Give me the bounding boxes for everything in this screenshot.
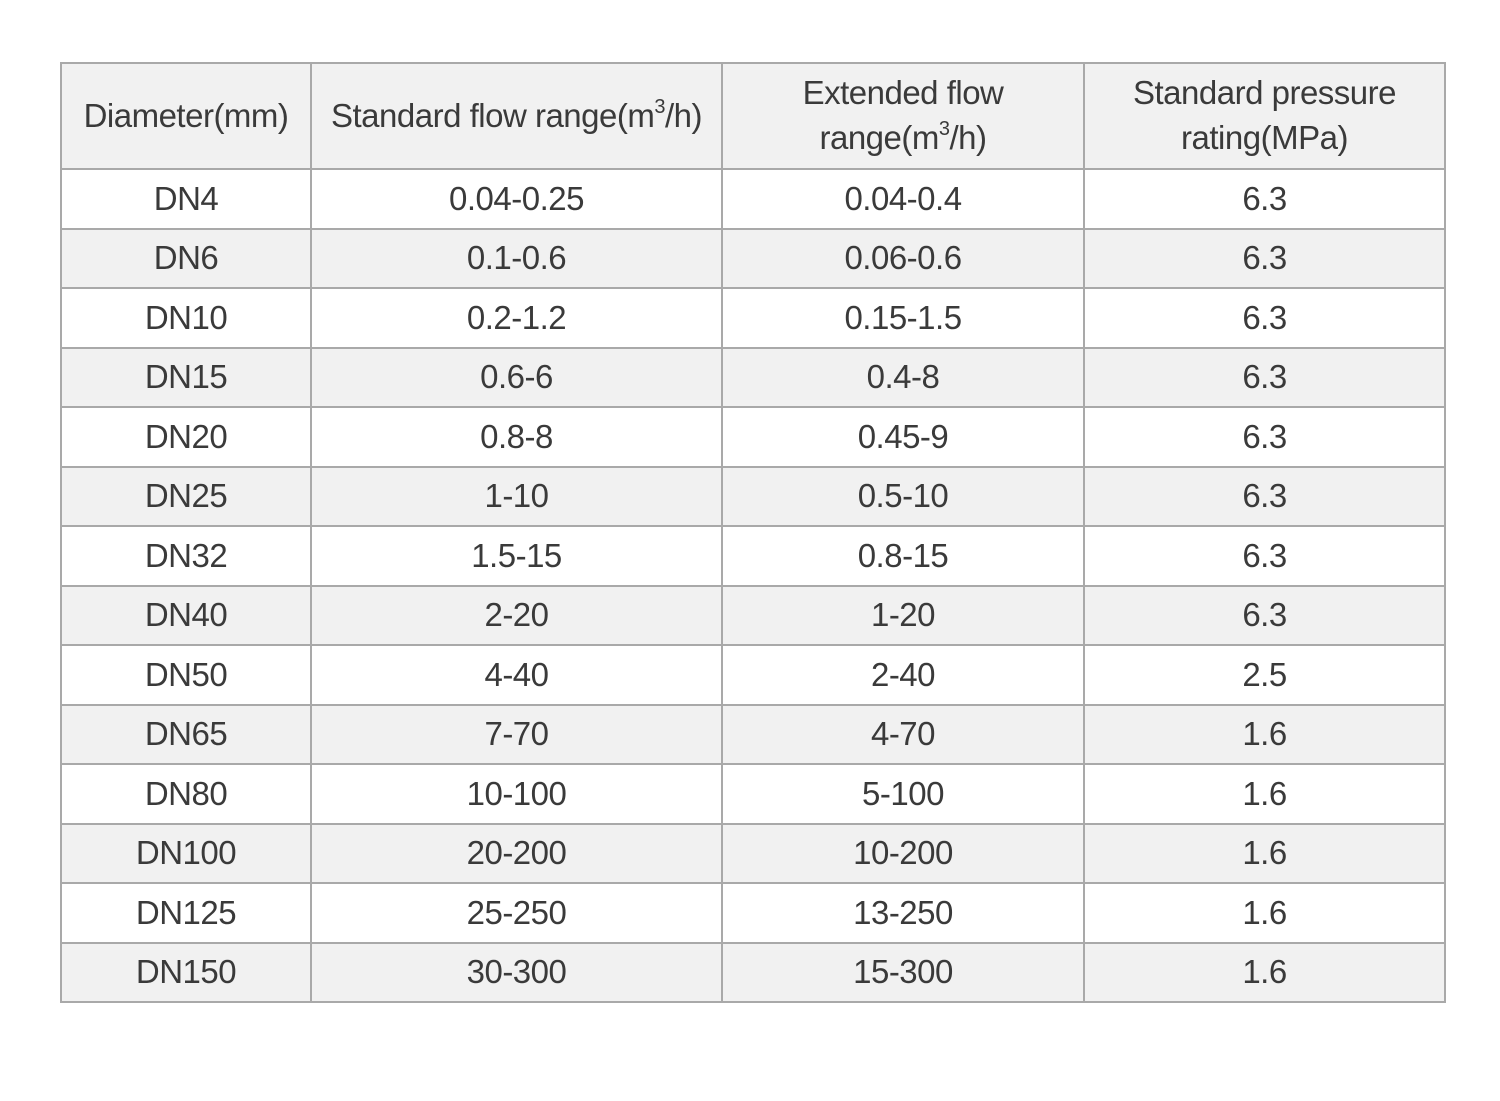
table-row: DN4 0.04-0.25 0.04-0.4 6.3 [60, 168, 1446, 230]
cell-pressure: 6.3 [1083, 584, 1446, 646]
cell-pressure: 1.6 [1083, 822, 1446, 884]
cell-pressure: 1.6 [1083, 763, 1446, 825]
cell-diameter: DN10 [60, 287, 312, 349]
cell-extended-flow: 5-100 [721, 763, 1085, 825]
cell-pressure: 6.3 [1083, 465, 1446, 527]
header-extended-flow-superscript: 3 [938, 118, 950, 140]
header-pressure-line1: Standard pressure [1133, 74, 1397, 112]
cell-standard-flow: 0.04-0.25 [310, 168, 723, 230]
cell-pressure: 2.5 [1083, 644, 1446, 706]
cell-extended-flow: 2-40 [721, 644, 1085, 706]
cell-standard-flow: 1.5-15 [310, 525, 723, 587]
cell-pressure: 6.3 [1083, 525, 1446, 587]
cell-standard-flow: 10-100 [310, 763, 723, 825]
cell-extended-flow: 0.5-10 [721, 465, 1085, 527]
cell-pressure: 6.3 [1083, 168, 1446, 230]
cell-standard-flow: 0.1-0.6 [310, 227, 723, 289]
cell-standard-flow: 25-250 [310, 882, 723, 944]
table-row: DN6 0.1-0.6 0.06-0.6 6.3 [60, 227, 1446, 289]
cell-diameter: DN125 [60, 882, 312, 944]
table-row: DN32 1.5-15 0.8-15 6.3 [60, 525, 1446, 587]
cell-extended-flow: 10-200 [721, 822, 1085, 884]
cell-diameter: DN6 [60, 227, 312, 289]
table-row: DN50 4-40 2-40 2.5 [60, 644, 1446, 706]
cell-standard-flow: 4-40 [310, 644, 723, 706]
cell-diameter: DN40 [60, 584, 312, 646]
table-row: DN20 0.8-8 0.45-9 6.3 [60, 406, 1446, 468]
header-extended-flow-text: Extended flow range(m [802, 74, 1004, 156]
cell-pressure: 1.6 [1083, 941, 1446, 1003]
cell-extended-flow: 0.06-0.6 [721, 227, 1085, 289]
cell-extended-flow: 0.15-1.5 [721, 287, 1085, 349]
cell-extended-flow: 0.4-8 [721, 346, 1085, 408]
cell-diameter: DN32 [60, 525, 312, 587]
header-pressure-line2: rating(MPa) [1181, 119, 1348, 156]
cell-standard-flow: 2-20 [310, 584, 723, 646]
header-extended-flow-unit: /h) [949, 119, 988, 156]
cell-extended-flow: 4-70 [721, 703, 1085, 765]
cell-diameter: DN20 [60, 406, 312, 468]
table-header: Diameter(mm) Standard flow range(m3/h) E… [60, 62, 1446, 170]
cell-extended-flow: 15-300 [721, 941, 1085, 1003]
cell-standard-flow: 0.2-1.2 [310, 287, 723, 349]
cell-extended-flow: 0.8-15 [721, 525, 1085, 587]
cell-pressure: 6.3 [1083, 287, 1446, 349]
cell-diameter: DN65 [60, 703, 312, 765]
cell-pressure: 1.6 [1083, 703, 1446, 765]
table-row: DN125 25-250 13-250 1.6 [60, 882, 1446, 944]
cell-extended-flow: 13-250 [721, 882, 1085, 944]
cell-pressure: 6.3 [1083, 406, 1446, 468]
cell-diameter: DN50 [60, 644, 312, 706]
cell-diameter: DN4 [60, 168, 312, 230]
cell-extended-flow: 1-20 [721, 584, 1085, 646]
header-standard-flow-range: Standard flow range(m3/h) [310, 62, 723, 170]
header-standard-flow-superscript: 3 [654, 95, 665, 118]
cell-pressure: 1.6 [1083, 882, 1446, 944]
flow-spec-table: Diameter(mm) Standard flow range(m3/h) E… [60, 62, 1446, 1003]
cell-diameter: DN25 [60, 465, 312, 527]
cell-extended-flow: 0.45-9 [721, 406, 1085, 468]
cell-pressure: 6.3 [1083, 346, 1446, 408]
header-standard-flow-text: Standard flow range(m [331, 96, 655, 134]
cell-standard-flow: 0.8-8 [310, 406, 723, 468]
cell-diameter: DN150 [60, 941, 312, 1003]
table-row: DN80 10-100 5-100 1.6 [60, 763, 1446, 825]
cell-pressure: 6.3 [1083, 227, 1446, 289]
table-row: DN25 1-10 0.5-10 6.3 [60, 465, 1446, 527]
table-row: DN10 0.2-1.2 0.15-1.5 6.3 [60, 287, 1446, 349]
cell-extended-flow: 0.04-0.4 [721, 168, 1085, 230]
table-row: DN65 7-70 4-70 1.6 [60, 703, 1446, 765]
table-row: DN15 0.6-6 0.4-8 6.3 [60, 346, 1446, 408]
cell-diameter: DN100 [60, 822, 312, 884]
cell-standard-flow: 0.6-6 [310, 346, 723, 408]
header-diameter: Diameter(mm) [60, 62, 312, 170]
table-body: DN4 0.04-0.25 0.04-0.4 6.3 DN6 0.1-0.6 0… [60, 168, 1446, 1003]
header-pressure-rating: Standard pressure rating(MPa) [1083, 62, 1446, 170]
cell-standard-flow: 30-300 [310, 941, 723, 1003]
header-standard-flow-unit: /h) [664, 96, 703, 134]
header-extended-flow-range: Extended flow range(m3/h) [721, 62, 1085, 170]
table-row: DN40 2-20 1-20 6.3 [60, 584, 1446, 646]
header-row: Diameter(mm) Standard flow range(m3/h) E… [60, 62, 1446, 170]
cell-diameter: DN15 [60, 346, 312, 408]
cell-standard-flow: 1-10 [310, 465, 723, 527]
table-row: DN100 20-200 10-200 1.6 [60, 822, 1446, 884]
cell-diameter: DN80 [60, 763, 312, 825]
table-row: DN150 30-300 15-300 1.6 [60, 941, 1446, 1003]
cell-standard-flow: 20-200 [310, 822, 723, 884]
cell-standard-flow: 7-70 [310, 703, 723, 765]
